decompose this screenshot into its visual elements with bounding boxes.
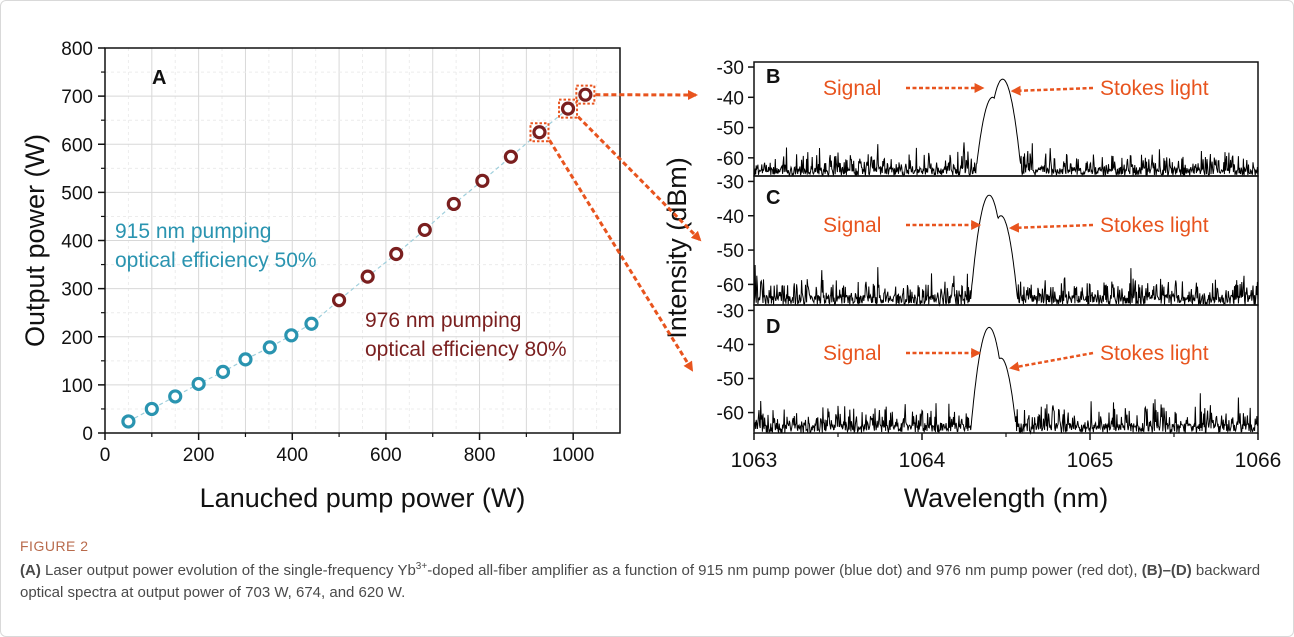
x-tick-label-a: 0 (100, 445, 111, 466)
caption-text-1: Laser output power evolution of the sing… (40, 562, 416, 579)
data-point-976nm (389, 246, 404, 262)
caption-text-3: backward optical spectra at output power… (20, 562, 1261, 601)
y-tick-label-spec: -40 (717, 335, 744, 356)
annotation-line1: 976 nm pumping (365, 309, 521, 332)
x-tick-label-spec: 1064 (899, 449, 946, 472)
connector-arrow (548, 139, 694, 372)
x-tick-label-spec: 1063 (731, 449, 778, 472)
caption-part-a: (A) (20, 562, 41, 579)
x-tick-label-spec: 1065 (1067, 449, 1114, 472)
y-tick-label-spec: -60 (717, 275, 744, 296)
y-tick-label-a: 800 (61, 39, 93, 60)
data-point-915nm (191, 376, 206, 392)
stokes-label: Stokes light (1100, 214, 1209, 237)
spectrum-trace-c (753, 194, 1259, 307)
y-tick-label-a: 300 (61, 280, 93, 301)
figure-caption-text: (A) Laser output power evolution of the … (20, 560, 1270, 604)
panel-letter-d: D (766, 316, 780, 338)
highlight-box (529, 122, 550, 143)
x-axis-label-spec: Wavelength (nm) (904, 483, 1109, 513)
panel-letter-b: B (766, 66, 780, 88)
connector-arrow (576, 115, 702, 242)
data-point-915nm (144, 401, 159, 417)
x-tick-label-a: 600 (370, 445, 402, 466)
data-point-976nm (532, 125, 547, 140)
y-tick-label-spec: -30 (717, 58, 744, 79)
signal-label: Signal (823, 342, 881, 365)
data-point-976nm (503, 149, 519, 164)
caption-superscript: 3+ (415, 561, 428, 572)
y-tick-label-spec: -30 (717, 301, 744, 322)
figure-caption: FIGURE 2 (A) Laser output power evolutio… (20, 538, 1270, 604)
panel-spectra: -30 -40 -50 -60 B Signal Stokes light -30 -40 -50… (662, 58, 1281, 513)
y-tick-label-a: 600 (61, 135, 93, 156)
y-tick-label-spec: -40 (717, 88, 744, 109)
y-tick-label-a: 700 (61, 87, 93, 108)
stokes-arrow (1008, 222, 1094, 233)
y-tick-label-spec: -60 (717, 149, 744, 170)
highlight-box (558, 98, 579, 119)
data-point-976nm (417, 222, 432, 238)
y-tick-label-spec: -40 (717, 207, 744, 228)
annotation-line1: 915 nm pumping (115, 220, 271, 243)
figure-plots: 0 200 400 600 800 1000 0 100 200 300 400 500 600 700 8… (20, 39, 1281, 513)
panel-letter-c: C (766, 187, 780, 209)
x-tick-label-a: 200 (183, 445, 215, 466)
y-tick-label-spec: -50 (717, 370, 744, 391)
data-point-915nm (262, 340, 277, 355)
panel-a: 0 200 400 600 800 1000 0 100 200 300 400 500 600 700 8… (20, 39, 621, 513)
signal-label: Signal (823, 214, 881, 237)
y-tick-label-spec: -30 (717, 172, 744, 193)
data-point-915nm (215, 364, 231, 379)
stokes-label: Stokes light (1100, 77, 1209, 100)
y-axis-label-a: Output power (W) (20, 134, 50, 347)
data-point-915nm (238, 352, 253, 367)
data-point-915nm (304, 316, 319, 331)
stokes-arrow (1010, 85, 1094, 96)
y-tick-label-spec: -50 (717, 119, 744, 140)
annotation-line2: optical efficiency 50% (115, 249, 317, 272)
data-point-915nm (284, 328, 299, 343)
data-point-976nm (360, 269, 375, 284)
stokes-label: Stokes light (1100, 342, 1209, 365)
y-tick-label-a: 200 (61, 328, 93, 349)
data-point-915nm (121, 414, 136, 429)
highlight-box (575, 84, 596, 105)
spectrum-trace-b (753, 78, 1259, 178)
connector-arrows (548, 89, 702, 372)
data-point-976nm (475, 173, 490, 188)
annotation-line2: optical efficiency 80% (365, 338, 567, 361)
x-tick-label-a: 800 (464, 445, 496, 466)
x-tick-label-a: 400 (276, 445, 308, 466)
data-point-915nm (168, 389, 183, 404)
stokes-arrow (1008, 351, 1094, 372)
y-tick-label-spec: -50 (717, 241, 744, 262)
y-tick-label-a: 400 (61, 232, 93, 253)
figure-label: FIGURE 2 (20, 538, 89, 554)
x-tick-label-a: 1000 (552, 445, 594, 466)
data-point-976nm (560, 101, 576, 116)
x-tick-label-spec: 1066 (1235, 449, 1282, 472)
y-tick-label-spec: -60 (717, 404, 744, 425)
data-point-976nm (446, 196, 461, 212)
y-tick-label-a: 100 (61, 376, 93, 397)
caption-text-2: -doped all-fiber amplifier as a function… (427, 562, 1142, 579)
panel-letter-a: A (152, 67, 166, 89)
caption-part-bd: (B)–(D) (1141, 562, 1192, 579)
y-axis-label-spec: Intensity (dBm) (662, 157, 692, 339)
data-point-976nm (331, 293, 347, 308)
y-tick-label-a: 500 (61, 183, 93, 204)
spectrum-trace-d (753, 326, 1259, 435)
data-point-976nm (578, 87, 593, 102)
x-axis-label-a: Lanuched pump power (W) (200, 483, 526, 513)
y-tick-label-a: 0 (82, 424, 93, 445)
signal-label: Signal (823, 77, 881, 100)
